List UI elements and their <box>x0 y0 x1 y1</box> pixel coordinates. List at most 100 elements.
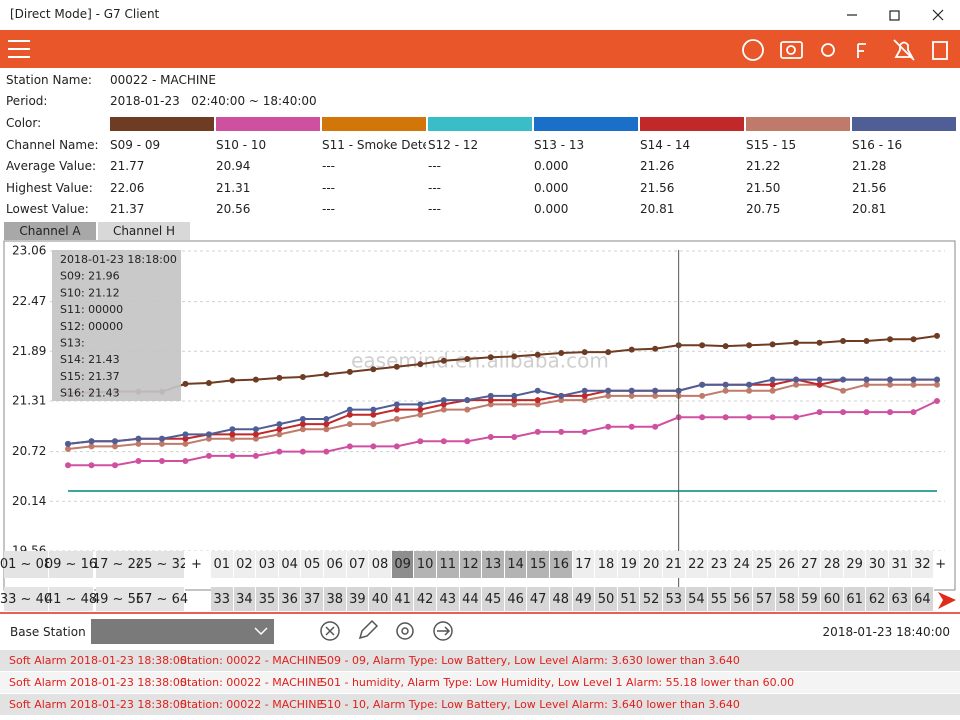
channel-button[interactable]: 28 <box>821 551 844 578</box>
group-button[interactable]: 49 ~ 56 <box>92 587 144 611</box>
export-icon[interactable] <box>433 621 453 641</box>
delete-icon[interactable] <box>320 621 340 641</box>
fahrenheit-icon[interactable] <box>857 43 866 58</box>
channel-button[interactable]: 46 <box>504 587 528 611</box>
channel-tab[interactable]: Channel H <box>98 222 190 240</box>
channel-button[interactable]: 49 <box>572 587 596 611</box>
channel-button[interactable]: 43 <box>437 587 460 611</box>
channel-button[interactable]: 36 <box>278 587 302 611</box>
channel-button[interactable]: 22 <box>685 551 709 578</box>
group-button[interactable]: 33 ~ 40 <box>0 587 52 611</box>
point <box>440 438 447 445</box>
channel-button[interactable]: 33 <box>211 587 234 611</box>
series-line <box>67 383 937 450</box>
channel-button[interactable]: 06 <box>324 551 347 578</box>
channel-button[interactable]: 57 <box>753 587 776 611</box>
channel-button[interactable]: 50 <box>595 587 618 611</box>
channel-average: --- <box>428 159 441 173</box>
channel-button[interactable]: 35 <box>256 587 279 611</box>
channel-button[interactable]: 61 <box>843 587 867 611</box>
channel-button[interactable]: 39 <box>346 587 370 611</box>
group-button[interactable]: 17 ~ 24 <box>92 551 144 578</box>
alarm-cell: S10 - 10, Alarm Type: Low Battery, Low L… <box>320 698 740 711</box>
channel-button[interactable]: 54 <box>685 587 709 611</box>
channel-button[interactable]: 09 <box>391 551 415 578</box>
group-button[interactable]: 01 ~ 08 <box>0 551 52 578</box>
channel-button[interactable]: 45 <box>482 587 505 611</box>
next-arrow[interactable] <box>938 592 956 609</box>
channel-button[interactable]: 20 <box>640 551 663 578</box>
group-button[interactable]: 09 ~ 16 <box>45 551 97 578</box>
channel-button[interactable]: 42 <box>414 587 437 611</box>
channel-button[interactable]: 47 <box>527 587 550 611</box>
settings-icon[interactable] <box>396 622 414 640</box>
channel-button[interactable]: 62 <box>866 587 889 611</box>
channel-button[interactable]: 31 <box>889 551 912 578</box>
channel-button[interactable]: 10 <box>414 551 437 578</box>
channel-button[interactable]: 11 <box>437 551 460 578</box>
channel-button[interactable]: 60 <box>821 587 844 611</box>
channel-button[interactable]: 01 <box>211 551 234 578</box>
group-button[interactable]: 25 ~ 32 <box>136 551 188 578</box>
color-swatch <box>428 117 532 131</box>
channel-button[interactable]: 37 <box>301 587 324 611</box>
camera-icon[interactable] <box>780 41 803 59</box>
menu-button[interactable] <box>8 40 30 58</box>
channel-button[interactable]: 13 <box>482 551 505 578</box>
channel-button[interactable]: 14 <box>504 551 528 578</box>
channel-button[interactable]: 55 <box>708 587 731 611</box>
channel-button[interactable]: 18 <box>595 551 618 578</box>
group-button[interactable]: 41 ~ 48 <box>45 587 97 611</box>
channel-button[interactable]: 44 <box>459 587 483 611</box>
sync-icon[interactable] <box>742 39 764 61</box>
channel-button[interactable]: 56 <box>730 587 754 611</box>
channel-button[interactable]: 27 <box>798 551 822 578</box>
channel-button[interactable]: 59 <box>798 587 822 611</box>
channel-button[interactable]: 63 <box>889 587 912 611</box>
channel-button[interactable]: 16 <box>550 551 573 578</box>
channel-button[interactable]: 40 <box>369 587 392 611</box>
clear-icon[interactable] <box>932 41 948 60</box>
channel-button[interactable]: 53 <box>663 587 686 611</box>
station-dropdown[interactable] <box>91 619 274 644</box>
alarm-cell: Soft Alarm <box>9 676 67 689</box>
channel-button[interactable]: 17 <box>572 551 596 578</box>
edit-icon[interactable] <box>358 619 379 640</box>
channel-button[interactable]: 48 <box>550 587 573 611</box>
channel-button[interactable]: 24 <box>730 551 754 578</box>
channel-button[interactable]: 12 <box>459 551 483 578</box>
channel-button[interactable]: 41 <box>391 587 415 611</box>
channel-button[interactable]: 05 <box>301 551 324 578</box>
channel-button[interactable]: 51 <box>617 587 641 611</box>
add-button[interactable]: + <box>934 551 949 578</box>
channel-tab[interactable]: Channel A <box>4 222 96 240</box>
close[interactable] <box>932 9 944 21</box>
channel-button[interactable]: 08 <box>369 551 392 578</box>
channel-button[interactable]: 23 <box>708 551 731 578</box>
channel-button[interactable]: 02 <box>233 551 257 578</box>
add-button[interactable]: + <box>185 551 209 578</box>
channel-button[interactable]: 38 <box>324 587 347 611</box>
channel-button[interactable]: 15 <box>527 551 550 578</box>
channel-button[interactable]: 03 <box>256 551 279 578</box>
channel-button[interactable]: 19 <box>617 551 641 578</box>
alarm-off-icon[interactable] <box>893 39 915 61</box>
channel-button[interactable]: 58 <box>776 587 799 611</box>
channel-button[interactable]: 34 <box>233 587 257 611</box>
group-button[interactable]: 57 ~ 64 <box>136 587 188 611</box>
channel-button[interactable]: 64 <box>911 587 935 611</box>
point <box>205 380 212 386</box>
channel-button[interactable]: 52 <box>640 587 663 611</box>
channel-button[interactable]: 21 <box>663 551 686 578</box>
channel-button[interactable]: 30 <box>866 551 889 578</box>
point <box>487 401 494 408</box>
channel-button[interactable]: 26 <box>776 551 799 578</box>
channel-button[interactable]: 29 <box>843 551 867 578</box>
sun-icon[interactable] <box>821 43 835 57</box>
channel-button[interactable]: 04 <box>278 551 302 578</box>
maximize[interactable] <box>889 10 900 21</box>
channel-button[interactable]: 32 <box>911 551 935 578</box>
channel-button[interactable]: 07 <box>346 551 370 578</box>
point <box>464 406 471 413</box>
channel-button[interactable]: 25 <box>753 551 776 578</box>
